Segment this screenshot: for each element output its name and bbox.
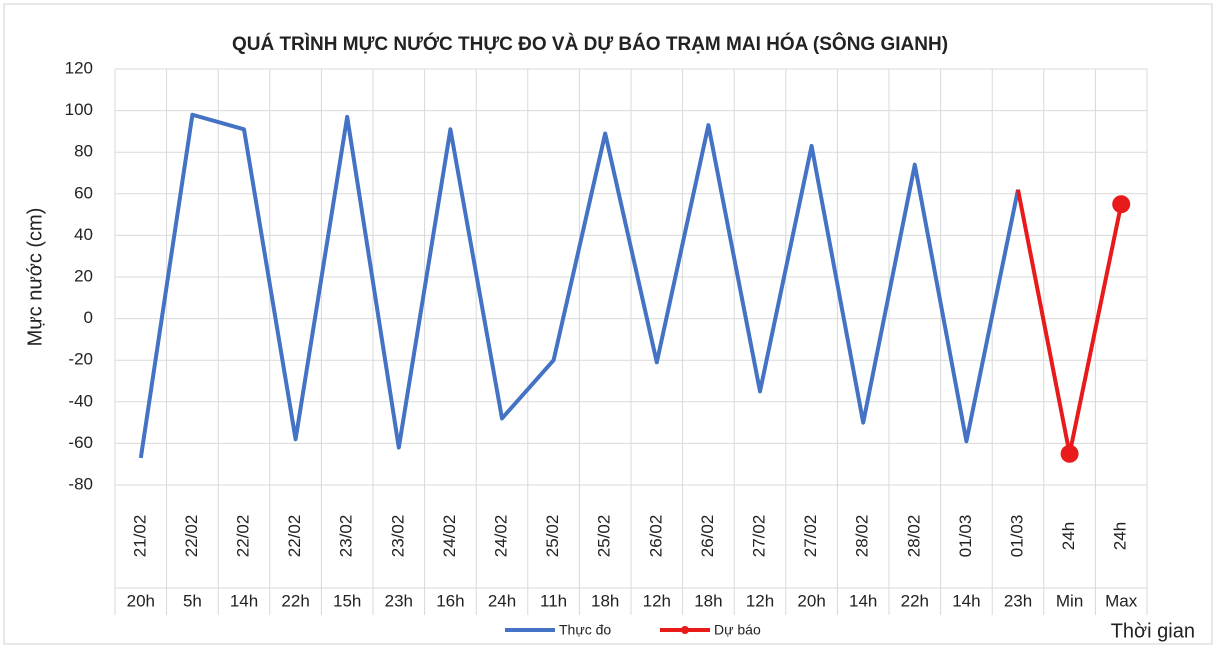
x-tick-label: 14h	[230, 591, 258, 610]
legend-marker	[681, 626, 689, 634]
x-tick-label: 18h	[591, 591, 619, 610]
point	[1112, 195, 1131, 214]
x-group-label: 24/02	[440, 515, 459, 558]
x-group-label: 26/02	[698, 515, 717, 558]
line-series	[138, 112, 1020, 459]
y-tick-label: 40	[74, 225, 93, 244]
x-group-label: 27/02	[749, 515, 768, 558]
x-tick-label: 20h	[127, 591, 155, 610]
x-group-label: 27/02	[801, 515, 820, 558]
legend-label: Dự báo	[714, 622, 761, 638]
x-group-label: 28/02	[853, 515, 872, 558]
x-tick-label: 5h	[183, 591, 202, 610]
x-group-label: 22/02	[285, 515, 304, 558]
y-tick-label: 20	[74, 266, 93, 285]
x-group-label: 24h	[1059, 522, 1078, 550]
y-tick-label: 80	[74, 142, 93, 161]
x-group-label: 26/02	[646, 515, 665, 558]
x-tick-label: 22h	[281, 591, 309, 610]
x-group-label: 22/02	[233, 515, 252, 558]
x-group-label: 01/03	[1007, 515, 1026, 558]
x-group-label: 21/02	[130, 515, 149, 558]
x-tick-label: Max	[1105, 591, 1138, 610]
x-group-label: 24h	[1111, 522, 1130, 550]
x-axis-label: Thời gian	[1111, 620, 1195, 642]
x-tick-label: 11h	[540, 591, 567, 610]
y-tick-label: -80	[68, 474, 93, 493]
point	[1060, 444, 1079, 463]
y-tick-label: -60	[68, 433, 93, 452]
x-tick-label: Min	[1056, 591, 1083, 610]
y-tick-label: -20	[68, 350, 93, 369]
x-tick-label: 14h	[952, 591, 980, 610]
x-tick-label: 16h	[436, 591, 464, 610]
chart-title: QUÁ TRÌNH MỰC NƯỚC THỰC ĐO VÀ DỰ BÁO TRẠ…	[232, 33, 948, 55]
y-tick-label: 60	[74, 183, 93, 202]
x-tick-label: 12h	[643, 591, 671, 610]
x-group-label: 23/02	[388, 515, 407, 558]
x-tick-label: 15h	[333, 591, 361, 610]
x-group-label: 25/02	[543, 515, 562, 558]
x-tick-label: 22h	[901, 591, 929, 610]
y-tick-label: 0	[84, 308, 93, 327]
x-tick-label: 12h	[746, 591, 774, 610]
legend-label: Thực đo	[559, 622, 611, 638]
x-tick-label: 18h	[694, 591, 722, 610]
y-tick-label: 120	[65, 58, 93, 77]
y-tick-label: -40	[68, 391, 93, 410]
y-tick-label: 100	[65, 100, 93, 119]
y-axis-label: Mực nước (cm)	[24, 208, 46, 347]
x-group-label: 24/02	[491, 515, 510, 558]
x-group-label: 23/02	[337, 515, 356, 558]
x-group-label: 25/02	[595, 515, 614, 558]
x-tick-label: 24h	[488, 591, 516, 610]
x-group-label: 01/03	[956, 515, 975, 558]
x-tick-label: 23h	[1004, 591, 1032, 610]
x-group-label: 22/02	[182, 515, 201, 558]
x-tick-label: 23h	[385, 591, 413, 610]
x-group-label: 28/02	[904, 515, 923, 558]
x-tick-label: 20h	[797, 591, 825, 610]
x-tick-label: 14h	[849, 591, 877, 610]
